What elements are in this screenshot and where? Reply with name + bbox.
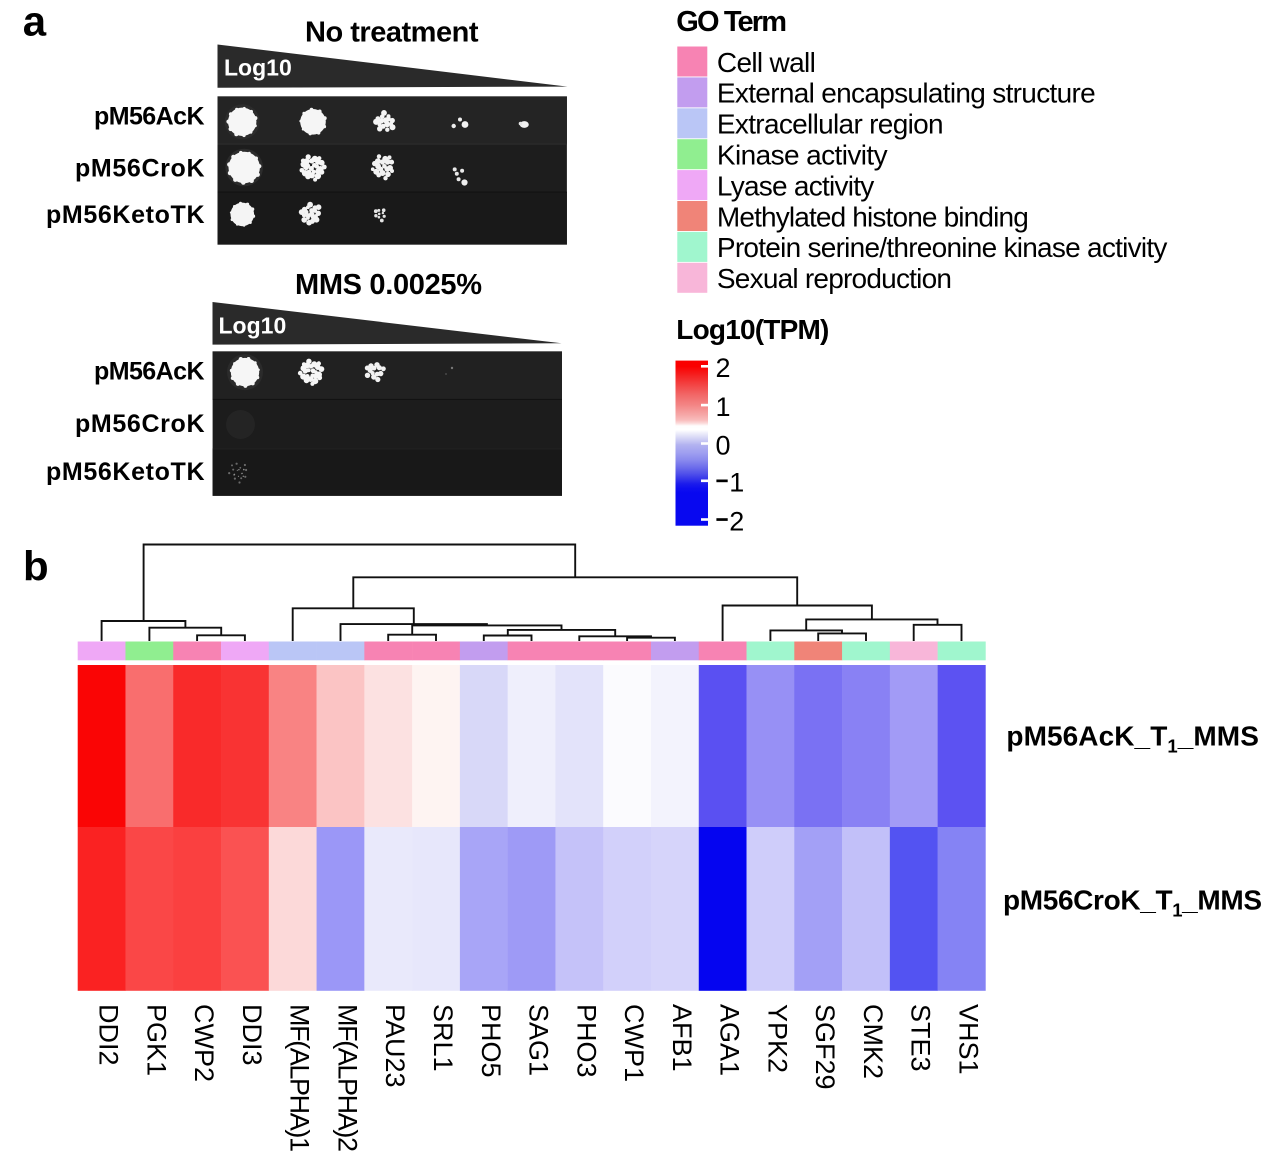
svg-text:pM56AcK: pM56AcK xyxy=(94,102,205,130)
svg-text:PGK1: PGK1 xyxy=(141,1004,171,1076)
svg-text:Extracellular region: Extracellular region xyxy=(717,109,944,140)
svg-text:1: 1 xyxy=(729,468,744,498)
svg-text:Methylated histone binding: Methylated histone binding xyxy=(717,201,1029,232)
svg-text:CWP2: CWP2 xyxy=(189,1004,219,1082)
svg-text:pM56AcK_T1_MMS: pM56AcK_T1_MMS xyxy=(1006,720,1259,756)
svg-text:SGF29: SGF29 xyxy=(810,1004,840,1090)
svg-text:Log10: Log10 xyxy=(224,55,292,81)
svg-text:AFB1: AFB1 xyxy=(667,1004,697,1072)
svg-text:YPK2: YPK2 xyxy=(762,1004,792,1073)
svg-text:AGA1: AGA1 xyxy=(715,1004,745,1076)
svg-text:CMK2: CMK2 xyxy=(858,1004,888,1079)
svg-text:pM56CroK_T1_MMS: pM56CroK_T1_MMS xyxy=(1003,885,1262,921)
svg-text:a: a xyxy=(23,0,47,44)
svg-text:STE3: STE3 xyxy=(906,1004,936,1072)
svg-text:MF(ALPHA)2: MF(ALPHA)2 xyxy=(333,1004,363,1152)
svg-text:pM56KetoTK: pM56KetoTK xyxy=(46,458,205,486)
svg-text:PAU23: PAU23 xyxy=(380,1004,410,1088)
svg-text:pM56KetoTK: pM56KetoTK xyxy=(46,201,205,229)
svg-text:PHO3: PHO3 xyxy=(571,1004,601,1078)
svg-text:pM56AcK: pM56AcK xyxy=(94,357,205,385)
svg-text:Lyase activity: Lyase activity xyxy=(717,170,874,201)
svg-text:Log10: Log10 xyxy=(219,313,287,339)
svg-text:2: 2 xyxy=(716,353,731,383)
svg-text:b: b xyxy=(23,542,49,589)
svg-text:CWP1: CWP1 xyxy=(619,1004,649,1082)
svg-text:MF(ALPHA)1: MF(ALPHA)1 xyxy=(285,1004,315,1152)
svg-text:External encapsulating structu: External encapsulating structure xyxy=(717,78,1096,109)
svg-text:DDI2: DDI2 xyxy=(94,1004,124,1066)
svg-text:MMS 0.0025%: MMS 0.0025% xyxy=(295,269,482,301)
svg-text:PHO5: PHO5 xyxy=(476,1004,506,1078)
svg-text:No treatment: No treatment xyxy=(305,17,479,49)
svg-text:2: 2 xyxy=(729,506,744,536)
svg-text:Log10(TPM): Log10(TPM) xyxy=(676,314,829,345)
svg-text:Sexual reproduction: Sexual reproduction xyxy=(717,263,952,294)
svg-text:VHS1: VHS1 xyxy=(954,1004,984,1075)
svg-text:Cell wall: Cell wall xyxy=(717,47,816,78)
svg-text:0: 0 xyxy=(716,430,731,460)
svg-text:SAG1: SAG1 xyxy=(524,1004,554,1076)
svg-text:Protein serine/threonine kinas: Protein serine/threonine kinase activity xyxy=(717,232,1168,263)
svg-text:pM56CroK: pM56CroK xyxy=(75,155,205,183)
svg-text:DDI3: DDI3 xyxy=(237,1004,267,1066)
svg-text:1: 1 xyxy=(716,392,731,422)
svg-text:GO Term: GO Term xyxy=(676,6,787,38)
svg-text:SRL1: SRL1 xyxy=(428,1004,458,1072)
svg-text:pM56CroK: pM56CroK xyxy=(75,410,205,438)
svg-text:Kinase activity: Kinase activity xyxy=(717,140,888,171)
